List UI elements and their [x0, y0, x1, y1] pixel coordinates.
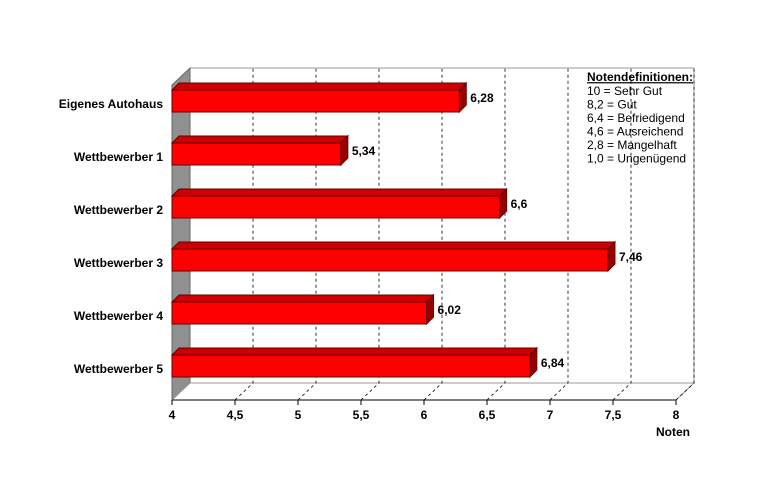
bar [171, 248, 609, 272]
x-tick-label: 4 [169, 408, 176, 422]
x-tick-label: 7,5 [605, 408, 622, 422]
grid-line [486, 68, 506, 401]
y-tick-label: Wettbewerber 3 [74, 256, 163, 270]
bar [171, 354, 531, 378]
annotation-line: 10 = Sehr Gut [587, 84, 663, 98]
x-tick-label: 6,5 [479, 408, 496, 422]
bar [171, 195, 501, 219]
annotation-line: 4,6 = Ausreichend [587, 125, 683, 139]
grid-line [675, 68, 695, 401]
value-label: 6,02 [438, 303, 462, 317]
bar-top [170, 135, 350, 144]
grid-line [423, 68, 443, 401]
bar [171, 89, 460, 113]
value-label: 6,6 [511, 197, 528, 211]
grid-line [234, 68, 254, 401]
grid-line [360, 68, 380, 401]
annotation-line: 2,8 = Mangelhaft [587, 138, 677, 152]
value-label: 5,34 [352, 144, 376, 158]
annotation-line: 1,0 = Ungenügend [587, 152, 686, 166]
x-tick-label: 7 [547, 408, 554, 422]
bar-top [170, 82, 468, 91]
y-tick-label: Wettbewerber 4 [74, 309, 163, 323]
x-tick-label: 4,5 [227, 408, 244, 422]
grid-line [297, 68, 317, 401]
annotation-box [584, 72, 688, 170]
annotation-line: 6,4 = Befriedigend [587, 111, 685, 125]
annotation-line: 8,2 = Gut [587, 98, 637, 112]
bar-top [170, 241, 617, 250]
y-tick-label: Wettbewerber 2 [74, 203, 163, 217]
value-label: 7,46 [619, 250, 643, 264]
x-tick-label: 5 [295, 408, 302, 422]
x-axis-label: Noten [656, 425, 690, 439]
x-tick-label: 6 [421, 408, 428, 422]
bar [171, 301, 428, 325]
value-label: 6,28 [470, 91, 494, 105]
bar-top [170, 347, 539, 356]
x-tick-label: 8 [673, 408, 680, 422]
bar-top [170, 188, 508, 197]
y-tick-label: Wettbewerber 1 [74, 150, 163, 164]
bar [171, 142, 342, 166]
x-tick-label: 5,5 [353, 408, 370, 422]
grid-line [612, 68, 632, 401]
y-tick-label: Eigenes Autohaus [59, 97, 164, 111]
annotation-title: Notendefinitionen: [587, 70, 693, 84]
grid-line [549, 68, 569, 401]
value-label: 6,84 [541, 356, 565, 370]
y-tick-label: Wettbewerber 5 [74, 362, 163, 376]
bar-top [170, 294, 435, 303]
